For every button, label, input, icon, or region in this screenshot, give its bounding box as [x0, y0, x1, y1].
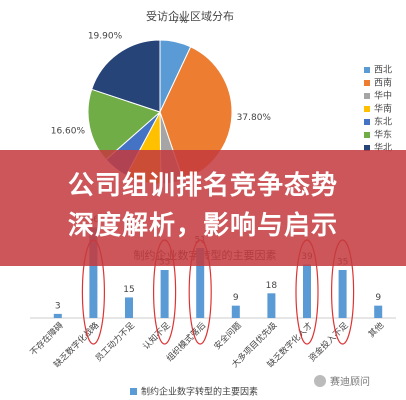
- watermark: 赛迪顾问: [330, 375, 370, 388]
- legend-swatch: [364, 145, 370, 151]
- legend-label: 东北: [374, 116, 392, 128]
- legend-swatch: [364, 80, 370, 86]
- bar: [374, 305, 383, 318]
- bar: [338, 270, 347, 318]
- x-tick-label: 安全问题: [212, 320, 244, 352]
- legend-swatch: [364, 132, 370, 138]
- legend-label: 西北: [374, 65, 392, 76]
- legend-label: 华中: [374, 90, 392, 102]
- x-tick-label: 认知不足: [141, 320, 173, 352]
- slice-label: 16.60%: [51, 126, 86, 136]
- legend-swatch: [364, 93, 370, 99]
- bar: [231, 305, 240, 318]
- bar-value: 3: [55, 301, 61, 311]
- legend-swatch: [130, 388, 137, 395]
- legend-label: 华南: [374, 103, 392, 115]
- legend-label: 西南: [374, 77, 392, 89]
- bar: [53, 313, 62, 318]
- bar: [89, 227, 98, 318]
- pie-slice: [91, 39, 161, 113]
- bar-value: 18: [266, 281, 278, 291]
- legend-label: 制约企业数字转型的主要因素: [141, 386, 258, 398]
- bar: [160, 270, 169, 318]
- legend-label: 华东: [374, 129, 392, 141]
- legend-swatch: [364, 67, 370, 73]
- legend-swatch: [364, 119, 370, 125]
- bar: [267, 293, 276, 318]
- banner-line: 公司组训排名竞争态势: [67, 171, 338, 201]
- slice-label: 37.80%: [237, 113, 272, 123]
- bar-value: 9: [375, 293, 381, 303]
- bar: [125, 297, 133, 318]
- watermark-icon: [314, 375, 326, 387]
- slice-label: 7%: [173, 16, 188, 26]
- banner-line: 深度解析，影响与启示: [67, 211, 338, 241]
- pie-title: 受访企业区域分布: [146, 9, 234, 23]
- bar-value: 9: [233, 293, 239, 303]
- bar-value: 15: [123, 285, 134, 295]
- x-tick-label: 不存在障碍: [28, 320, 66, 358]
- bar: [303, 264, 311, 318]
- x-tick-label: 其他: [366, 320, 386, 340]
- legend-swatch: [364, 106, 370, 112]
- banner: 公司组训排名竞争态势 深度解析，影响与启示: [0, 150, 406, 266]
- slice-label: 19.90%: [88, 31, 123, 41]
- bar: [196, 248, 205, 318]
